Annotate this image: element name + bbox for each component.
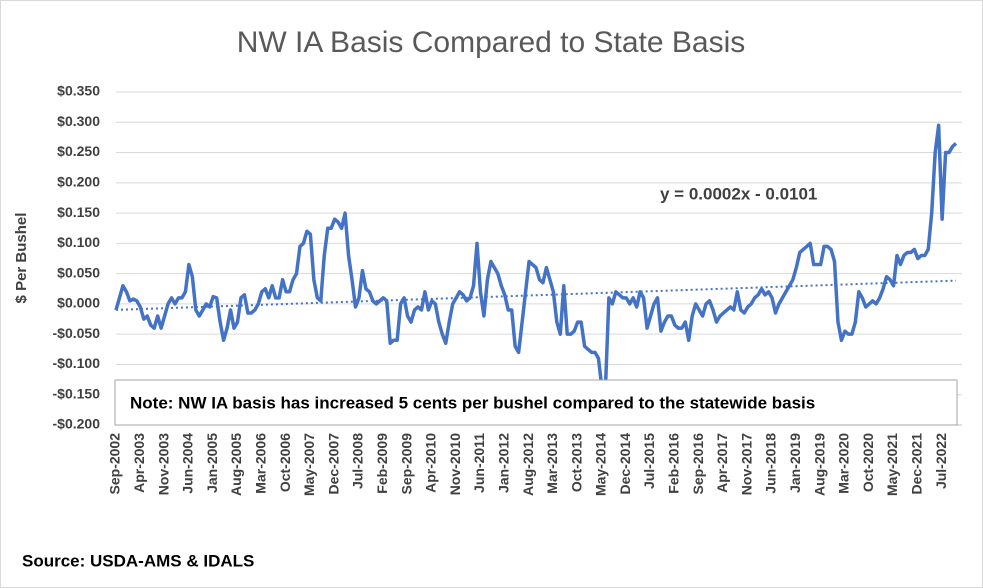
x-tick-label: Sep-2009 <box>398 433 414 495</box>
y-tick-label: $0.150 <box>57 204 100 220</box>
x-tick-label: Dec-2021 <box>909 433 925 495</box>
note-box <box>114 379 958 426</box>
trendline <box>115 279 957 311</box>
line-series <box>114 123 958 391</box>
y-tick-label: $0.300 <box>57 113 100 129</box>
chart-title: NW IA Basis Compared to State Basis <box>237 26 746 59</box>
x-tick-label: Jan-2019 <box>787 433 803 493</box>
plot: -$0.200 -$0.150 -$0.100 -$0.050 $0.000 $0.050… <box>53 83 962 496</box>
x-tick-label: Nov-2003 <box>155 433 171 495</box>
x-tick-label: Jul-2008 <box>350 433 366 489</box>
x-tick-label: Oct-2013 <box>568 433 584 492</box>
x-tick-label: Jan-2005 <box>204 433 220 493</box>
y-tick-label: $0.000 <box>57 295 100 311</box>
y-tick-label: -$0.150 <box>53 385 101 401</box>
x-tick-label: Apr-2017 <box>714 433 730 493</box>
x-tick-label: May-2014 <box>593 433 609 496</box>
x-tick-label: Feb-2009 <box>374 433 390 494</box>
x-tick-label: Nov-2017 <box>738 433 754 495</box>
x-tick-label: Sep-2002 <box>107 433 123 495</box>
x-tick-label: Aug-2005 <box>228 433 244 496</box>
x-tick-label: Oct-2006 <box>277 433 293 492</box>
x-tick-label: Dec-2007 <box>325 433 341 495</box>
note: Note: NW IA basis has increased 5 cents … <box>130 393 815 412</box>
x-tick-label: Jun-2004 <box>180 433 196 494</box>
x-tick-label: Aug-2019 <box>811 433 827 496</box>
x-tick-label: May-2021 <box>884 433 900 496</box>
x-tick-label: Apr-2010 <box>423 433 439 493</box>
x-tick-label: Aug-2012 <box>520 433 536 496</box>
x-tick-label: Apr-2003 <box>131 433 147 493</box>
y-tick-label: $0.250 <box>57 143 100 159</box>
y-tick-label: -$0.200 <box>53 416 101 432</box>
source: Source: USDA-AMS & IDALS <box>22 551 254 570</box>
annotation: y = 0.0002x - 0.0101 <box>660 184 817 203</box>
x-tick-label: Jul-2022 <box>933 433 949 489</box>
x-tick-label: Nov-2010 <box>447 433 463 495</box>
x-tick-label: Dec-2014 <box>617 433 633 495</box>
x-tick-label: Jun-2018 <box>763 433 779 494</box>
x-tick-label: Mar-2006 <box>252 433 268 494</box>
x-tick-label: Sep-2016 <box>690 433 706 495</box>
x-tick-label: Oct-2020 <box>860 433 876 492</box>
y-tick-label: -$0.100 <box>53 355 101 371</box>
y-tick-label: $0.350 <box>57 83 100 99</box>
x-tick-label: Jan-2012 <box>495 433 511 493</box>
x-tick-label: Feb-2016 <box>666 433 682 494</box>
y-tick-label: -$0.050 <box>53 325 101 341</box>
y-axis-label: $ Per Bushel <box>13 213 30 304</box>
y-tick-label: $0.100 <box>57 234 100 250</box>
x-tick-label: May-2007 <box>301 433 317 496</box>
y-tick-label: $0.050 <box>57 264 100 280</box>
y-tick-label: $0.200 <box>57 174 100 190</box>
x-tick-label: Jun-2011 <box>471 433 487 493</box>
x-tick-label: Mar-2013 <box>544 433 560 494</box>
x-tick-label: Mar-2020 <box>836 433 852 494</box>
x-tick-label: Jul-2015 <box>641 433 657 489</box>
